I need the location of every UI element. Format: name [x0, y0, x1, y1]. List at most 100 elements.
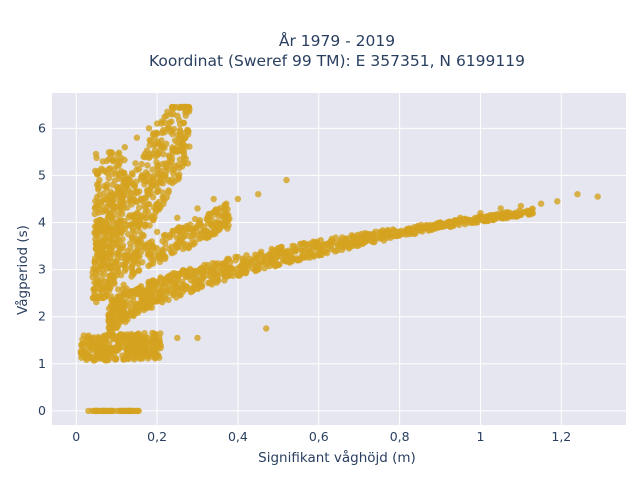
scatter-point: [130, 181, 137, 188]
scatter-point: [114, 151, 122, 158]
scatter-point: [83, 354, 90, 361]
scatter-point: [115, 170, 122, 177]
data-point: [133, 337, 141, 344]
scatter-point: [98, 255, 105, 263]
scatter-point: [403, 226, 410, 233]
scatter-points: [77, 103, 601, 415]
x-tick-label: 0,6: [309, 429, 329, 444]
scatter-point: [93, 218, 100, 225]
y-tick-label: 2: [38, 309, 46, 324]
scatter-point: [93, 298, 100, 306]
scatter-point: [193, 223, 201, 230]
scatter-point: [173, 242, 180, 250]
x-tick-label: 1,2: [551, 429, 571, 444]
scatter-point: [105, 155, 113, 163]
scatter-point: [222, 202, 229, 210]
scatter-point: [189, 287, 196, 295]
scatter-point: [138, 160, 145, 168]
scatter-point: [191, 239, 198, 246]
data-point: [457, 214, 464, 221]
scatter-point: [147, 287, 155, 294]
scatter-point: [141, 223, 148, 230]
scatter-point: [176, 132, 184, 139]
scatter-point: [142, 169, 150, 176]
scatter-point: [275, 244, 282, 252]
scatter-point: [127, 312, 135, 319]
scatter-point: [93, 251, 101, 258]
scatter-point: [125, 345, 133, 352]
data-point: [109, 407, 116, 415]
scatter-point: [176, 156, 184, 163]
data-point: [105, 209, 112, 217]
scatter-point: [201, 233, 209, 241]
scatter-point: [168, 158, 175, 165]
data-point: [497, 205, 504, 212]
scatter-point: [92, 245, 100, 252]
data-point: [234, 271, 242, 278]
scatter-point: [160, 252, 168, 259]
scatter-point: [183, 222, 191, 230]
scatter-point: [146, 142, 153, 149]
data-point: [109, 181, 116, 188]
scatter-point: [239, 255, 246, 262]
scatter-point: [128, 263, 135, 271]
scatter-point: [161, 144, 168, 152]
scatter-point: [116, 229, 123, 236]
scatter-point: [131, 231, 138, 238]
scatter-point: [109, 267, 116, 274]
scatter-point: [145, 352, 152, 360]
x-axis-ticks: 0 0,2 0,4 0,6 0,8 1 1,2: [72, 429, 571, 444]
scatter-point: [92, 271, 100, 278]
scatter-point: [130, 349, 137, 356]
scatter-point: [174, 275, 182, 282]
scatter-point: [211, 228, 219, 235]
scatter-point: [154, 139, 162, 146]
scatter-point: [141, 150, 149, 157]
y-axis-ticks: 0 1 2 3 4 5 6: [38, 120, 46, 418]
scatter-point: [180, 119, 187, 127]
scatter-point: [298, 247, 306, 254]
scatter-point: [150, 281, 157, 288]
scatter-point: [94, 202, 101, 210]
scatter-point: [239, 262, 247, 270]
scatter-point: [210, 278, 217, 286]
scatter-point: [120, 205, 128, 212]
scatter-point: [111, 299, 118, 307]
scatter-point: [146, 250, 154, 257]
scatter-point: [157, 330, 164, 337]
data-point: [194, 334, 201, 342]
scatter-point: [448, 218, 455, 226]
scatter-point: [98, 218, 105, 225]
scatter-point: [94, 171, 101, 178]
scatter-point: [219, 260, 226, 267]
scatter-point: [173, 147, 180, 154]
scatter-point: [163, 235, 170, 243]
data-point: [517, 202, 525, 210]
scatter-point: [125, 292, 132, 299]
data-point: [416, 224, 423, 231]
data-point: [113, 313, 120, 320]
x-tick-label: 1: [477, 429, 485, 444]
scatter-point: [135, 290, 143, 298]
data-point: [335, 242, 343, 250]
scatter-point: [117, 304, 124, 311]
data-point: [356, 238, 363, 245]
scatter-point: [160, 151, 167, 158]
data-point: [113, 346, 120, 353]
scatter-point: [455, 221, 463, 228]
scatter-point: [174, 138, 181, 146]
y-tick-label: 1: [38, 356, 46, 371]
scatter-point: [105, 305, 113, 312]
data-point: [101, 407, 108, 415]
scatter-point: [169, 127, 176, 135]
scatter-point: [95, 180, 102, 187]
scatter-point: [370, 230, 377, 237]
data-point: [194, 285, 201, 292]
scatter-point: [161, 280, 169, 287]
scatter-point: [107, 237, 115, 244]
scatter-point: [211, 207, 219, 214]
y-tick-label: 0: [38, 403, 46, 418]
scatter-point: [111, 333, 119, 341]
scatter-point: [116, 294, 123, 301]
data-point: [574, 191, 581, 198]
